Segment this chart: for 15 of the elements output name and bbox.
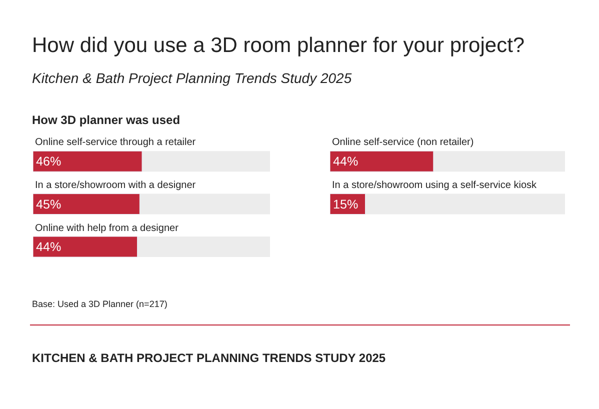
y-tick-label: Online self-service (non retailer) [332,137,474,148]
y-tick-label: Online self-service through a retailer [35,137,196,148]
data-label: 44% [36,240,62,254]
y-tick-label: In a store/showroom with a designer [35,180,196,191]
data-label: 46% [36,154,62,169]
y-tick-label: Online with help from a designer [35,223,180,234]
chart-subtitle: Kitchen & Bath Project Planning Trends Study 2025 [32,70,352,86]
data-label: 45% [36,197,62,212]
text: KITCHEN & BATH PROJECT PLANNING TRENDS STUDY 2025 [32,351,386,365]
chart-title: How did you use a 3D room planner for your project? [32,34,525,57]
text: Base: Used a 3D Planner (n=217) [32,299,168,309]
data-label: 44% [333,154,358,169]
data-label: 15% [333,197,358,212]
y-tick-label: In a store/showroom using a self-service kiosk [332,180,538,191]
annotation: How 3D planner was used [32,113,180,127]
